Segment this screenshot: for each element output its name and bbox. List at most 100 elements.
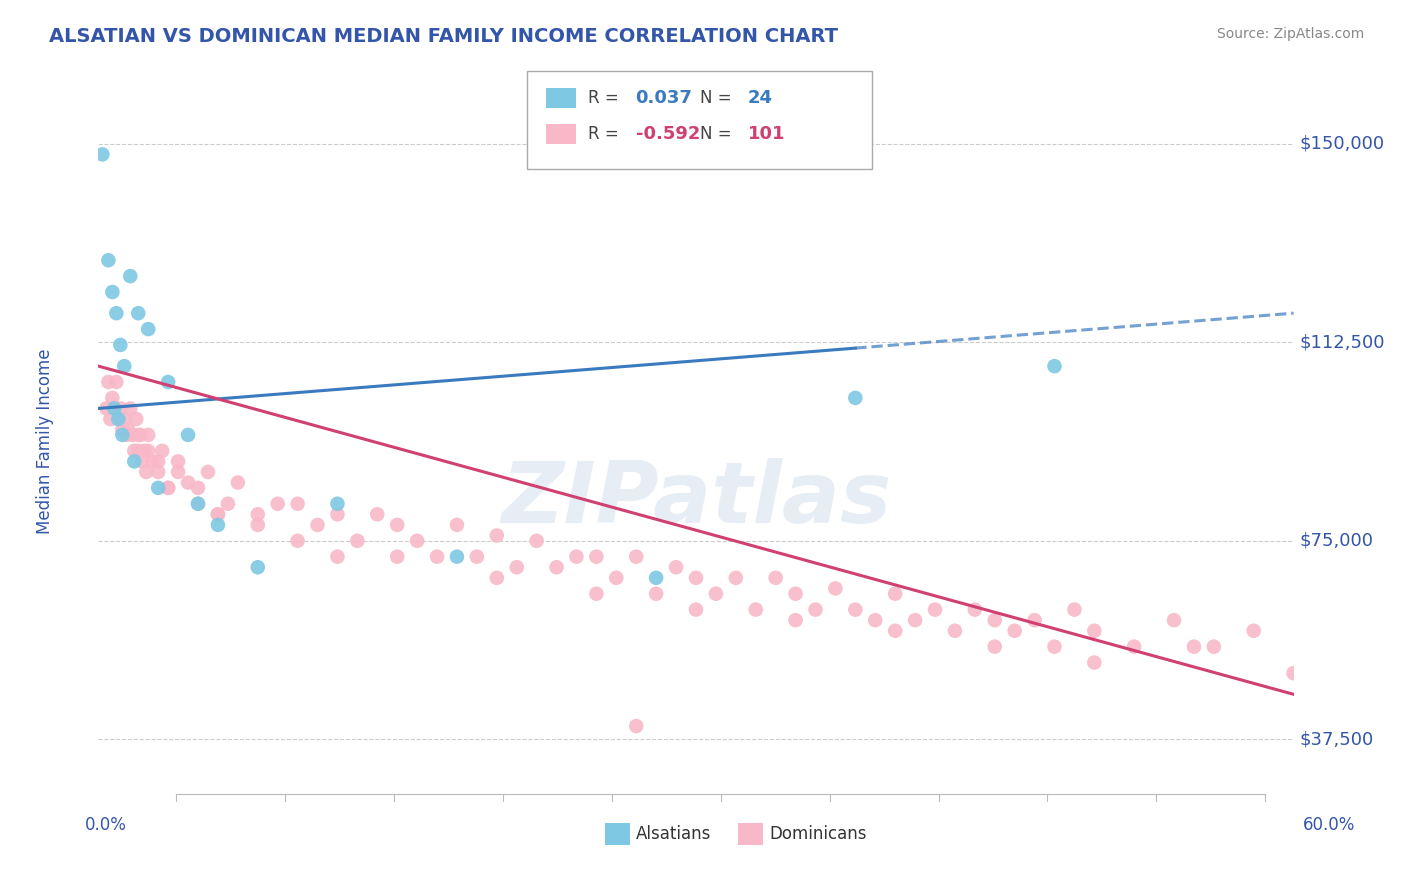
Point	[110, 338, 132, 352]
Point	[157, 375, 180, 389]
Point	[129, 428, 152, 442]
Point	[136, 322, 159, 336]
Point	[1043, 359, 1066, 373]
Point	[724, 571, 747, 585]
Point	[406, 533, 429, 548]
Point	[385, 549, 409, 564]
Text: R =: R =	[588, 89, 624, 107]
Point	[197, 465, 219, 479]
Point	[246, 508, 269, 522]
Text: ALSATIAN VS DOMINICAN MEDIAN FAMILY INCOME CORRELATION CHART: ALSATIAN VS DOMINICAN MEDIAN FAMILY INCO…	[49, 27, 838, 45]
Point	[136, 428, 159, 442]
Point	[1004, 624, 1026, 638]
Point	[136, 443, 159, 458]
Point	[626, 549, 648, 564]
Point	[110, 401, 132, 416]
Point	[207, 508, 229, 522]
Point	[1282, 666, 1305, 681]
Point	[685, 571, 707, 585]
Point	[1063, 602, 1085, 616]
Text: R =: R =	[588, 125, 624, 143]
Point	[1123, 640, 1146, 654]
Text: N =: N =	[700, 125, 737, 143]
Point	[924, 602, 946, 616]
Point	[103, 401, 125, 416]
Point	[785, 587, 807, 601]
Text: $150,000: $150,000	[1299, 135, 1385, 153]
Point	[1043, 640, 1066, 654]
Point	[127, 443, 149, 458]
Point	[984, 640, 1007, 654]
Point	[287, 497, 309, 511]
Point	[785, 613, 807, 627]
Point	[121, 428, 143, 442]
Point	[963, 602, 986, 616]
Point	[105, 306, 128, 320]
Point	[103, 401, 125, 416]
Point	[984, 613, 1007, 627]
Point	[97, 253, 120, 268]
Text: Alsatians: Alsatians	[636, 825, 711, 843]
Point	[446, 517, 468, 532]
Point	[1163, 613, 1185, 627]
Text: 0.037: 0.037	[636, 89, 692, 107]
Point	[1202, 640, 1225, 654]
Point	[385, 517, 409, 532]
Point	[167, 454, 190, 468]
Text: $37,500: $37,500	[1299, 731, 1374, 748]
Text: 101: 101	[748, 125, 786, 143]
Text: -0.592: -0.592	[636, 125, 700, 143]
Text: $75,000: $75,000	[1299, 532, 1374, 549]
Point	[485, 528, 508, 542]
Text: Median Family Income: Median Family Income	[35, 349, 53, 534]
Point	[426, 549, 449, 564]
Point	[1083, 656, 1105, 670]
Point	[865, 613, 887, 627]
Point	[134, 443, 156, 458]
Point	[167, 465, 190, 479]
Text: $112,500: $112,500	[1299, 334, 1385, 351]
Text: 60.0%: 60.0%	[1302, 816, 1355, 834]
Text: ZIPatlas: ZIPatlas	[501, 458, 891, 541]
Point	[207, 517, 229, 532]
Point	[287, 533, 309, 548]
Point	[226, 475, 249, 490]
Point	[124, 443, 146, 458]
Point	[704, 587, 727, 601]
Point	[187, 497, 209, 511]
Point	[120, 401, 142, 416]
Point	[326, 508, 349, 522]
Point	[96, 401, 118, 416]
Point	[307, 517, 329, 532]
Point	[485, 571, 508, 585]
Point	[804, 602, 827, 616]
Point	[131, 454, 153, 468]
Point	[526, 533, 548, 548]
Point	[112, 359, 135, 373]
Text: N =: N =	[700, 89, 737, 107]
Point	[884, 624, 907, 638]
Point	[98, 412, 122, 426]
Point	[326, 497, 349, 511]
Point	[1182, 640, 1205, 654]
Point	[465, 549, 488, 564]
Point	[91, 147, 114, 161]
Text: 24: 24	[748, 89, 773, 107]
Point	[645, 587, 668, 601]
Point	[157, 481, 180, 495]
Text: Dominicans: Dominicans	[769, 825, 866, 843]
Point	[326, 549, 349, 564]
Point	[1243, 624, 1265, 638]
Point	[645, 571, 668, 585]
Point	[824, 582, 846, 596]
Point	[111, 423, 134, 437]
Point	[127, 428, 149, 442]
Point	[97, 375, 120, 389]
Point	[585, 549, 607, 564]
Point	[141, 454, 163, 468]
Point	[546, 560, 568, 574]
Point	[904, 613, 927, 627]
Point	[177, 475, 200, 490]
Point	[150, 443, 173, 458]
Point	[101, 285, 124, 299]
